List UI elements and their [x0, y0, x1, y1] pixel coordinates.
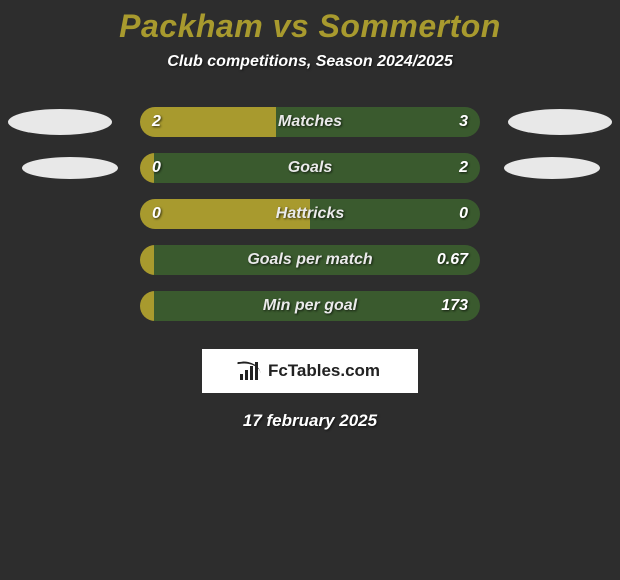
stat-label: Min per goal	[263, 297, 357, 315]
stat-value-left: 0	[152, 205, 161, 223]
stat-value-right: 3	[459, 113, 468, 131]
stat-label: Hattricks	[276, 205, 344, 223]
logo-text: FcTables.com	[268, 361, 380, 381]
stat-row: Min per goal 173	[0, 283, 620, 329]
stat-label: Matches	[278, 113, 342, 131]
player-b-badge	[504, 157, 600, 179]
stat-row: Goals 0 2	[0, 145, 620, 191]
stat-value-right: 2	[459, 159, 468, 177]
player-a-badge	[8, 109, 112, 135]
page-title: Packham vs Sommerton	[0, 8, 620, 45]
stat-value-right: 0	[459, 205, 468, 223]
stats-list: Matches 2 3 Goals 0 2 Hattricks 0 0 Goals per mat…	[0, 99, 620, 329]
stat-bar: Goals 0 2	[140, 153, 480, 183]
stat-bar: Min per goal 173	[140, 291, 480, 321]
stat-bar: Hattricks 0 0	[140, 199, 480, 229]
bar-left-fill	[140, 291, 154, 321]
stat-label: Goals	[288, 159, 332, 177]
bar-chart-icon	[240, 362, 262, 380]
stat-row: Goals per match 0.67	[0, 237, 620, 283]
stat-value-right: 173	[441, 297, 468, 315]
vs-word: vs	[273, 8, 310, 44]
stat-bar: Goals per match 0.67	[140, 245, 480, 275]
date-text: 17 february 2025	[0, 411, 620, 431]
player-b-badge	[508, 109, 612, 135]
player-a-badge	[22, 157, 118, 179]
player-a-name: Packham	[119, 8, 263, 44]
stat-row: Matches 2 3	[0, 99, 620, 145]
stat-value-right: 0.67	[437, 251, 468, 269]
bar-left-fill	[140, 245, 154, 275]
stat-bar: Matches 2 3	[140, 107, 480, 137]
subtitle: Club competitions, Season 2024/2025	[0, 53, 620, 71]
player-b-name: Sommerton	[319, 8, 501, 44]
stat-row: Hattricks 0 0	[0, 191, 620, 237]
stat-value-left: 2	[152, 113, 161, 131]
site-logo[interactable]: FcTables.com	[202, 349, 418, 393]
stat-label: Goals per match	[247, 251, 372, 269]
stat-value-left: 0	[152, 159, 161, 177]
